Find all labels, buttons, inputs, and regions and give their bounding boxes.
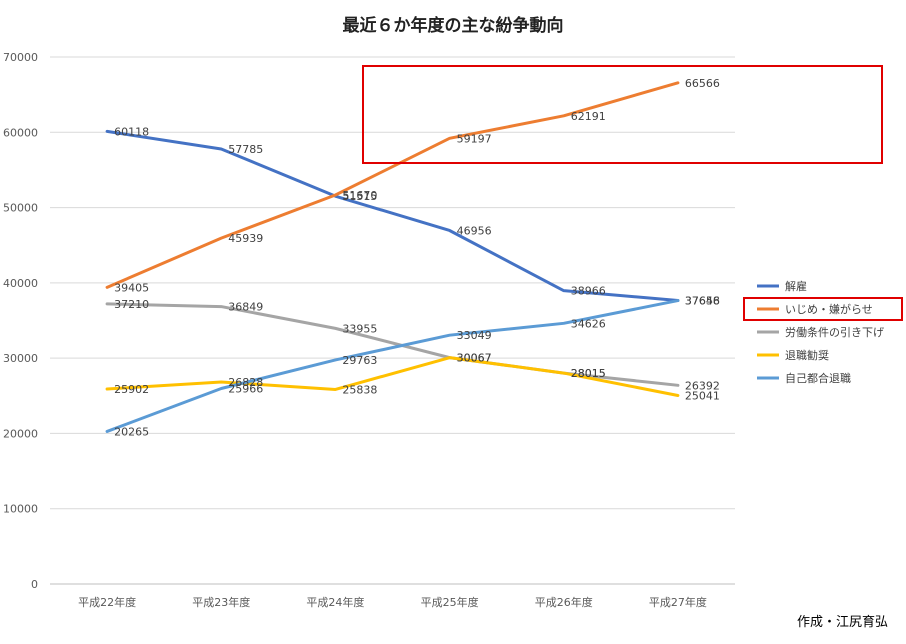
- x-tick-label: 平成25年度: [421, 595, 479, 609]
- data-label: 62191: [571, 110, 606, 123]
- series-line-2: [105, 81, 680, 289]
- data-labels: 60118 57785 51515 46956 38966 37656 39405 45939…: [114, 77, 720, 439]
- x-tick-label: 平成27年度: [649, 595, 707, 609]
- highlight-box-plot: [362, 65, 883, 164]
- series-line-3: [105, 302, 680, 387]
- data-label: 33955: [342, 322, 377, 335]
- gridlines: [50, 56, 735, 585]
- series-line-1: [105, 129, 680, 303]
- legend-label: いじめ・嫌がらせ: [785, 302, 873, 316]
- data-label: 33049: [457, 329, 492, 342]
- y-tick-label: 50000: [3, 202, 38, 215]
- data-label: 39405: [114, 281, 149, 294]
- y-tick-label: 10000: [3, 503, 38, 516]
- data-label: 38966: [571, 285, 606, 298]
- data-label: 26392: [685, 379, 720, 392]
- data-label: 25902: [114, 383, 149, 396]
- data-label: 37656: [685, 295, 720, 308]
- data-label: 36849: [228, 301, 263, 314]
- legend-label: 労働条件の引き下げ: [785, 325, 884, 339]
- data-label: 60118: [114, 125, 149, 138]
- data-label: 46956: [457, 224, 492, 237]
- y-tick-label: 30000: [3, 352, 38, 365]
- y-axis: 0 10000 20000 30000 40000 50000 60000 70000: [3, 51, 38, 591]
- series-line-4: [105, 356, 680, 397]
- data-label: 20265: [114, 425, 149, 438]
- highlight-boxes: [362, 65, 903, 321]
- x-tick-label: 平成24年度: [306, 595, 364, 609]
- data-label: 45939: [228, 232, 263, 245]
- data-label: 37648: [685, 295, 720, 308]
- y-tick-label: 0: [31, 578, 38, 591]
- data-label: 57785: [228, 143, 263, 156]
- data-label: 34626: [571, 317, 606, 330]
- x-tick-label: 平成22年度: [78, 595, 136, 609]
- data-label: 29763: [342, 354, 377, 367]
- series-lines: [105, 81, 680, 433]
- data-label: 37210: [114, 298, 149, 311]
- data-label: 25041: [685, 389, 720, 402]
- data-label: 51515: [342, 190, 377, 203]
- data-label: 25966: [228, 383, 263, 396]
- y-tick-label: 20000: [3, 427, 38, 440]
- series-line-5: [105, 299, 680, 433]
- data-label: 59197: [457, 132, 492, 145]
- data-label: 30067: [457, 352, 492, 365]
- data-label: 28015: [571, 367, 606, 380]
- data-label: 51670: [342, 189, 377, 202]
- highlight-box-legend: [743, 297, 903, 321]
- legend-label: 自己都合退職: [785, 371, 851, 385]
- data-label: 26828: [228, 376, 263, 389]
- y-tick-label: 40000: [3, 277, 38, 290]
- data-label: 30067: [457, 352, 492, 365]
- x-tick-label: 平成26年度: [535, 595, 593, 609]
- data-label: 28015: [571, 367, 606, 380]
- y-tick-label: 70000: [3, 51, 38, 64]
- data-label: 25838: [342, 383, 377, 396]
- x-axis: 平成22年度 平成23年度 平成24年度 平成25年度 平成26年度 平成27年度: [78, 595, 707, 609]
- legend-label: 解雇: [785, 279, 807, 293]
- y-tick-label: 60000: [3, 126, 38, 139]
- x-tick-label: 平成23年度: [192, 595, 250, 609]
- chart-title: 最近６か年度の主な紛争動向: [343, 15, 564, 36]
- legend-label: 退職勧奨: [785, 348, 829, 362]
- credit-text: 作成・江尻育弘: [796, 615, 888, 630]
- data-label: 66566: [685, 77, 720, 90]
